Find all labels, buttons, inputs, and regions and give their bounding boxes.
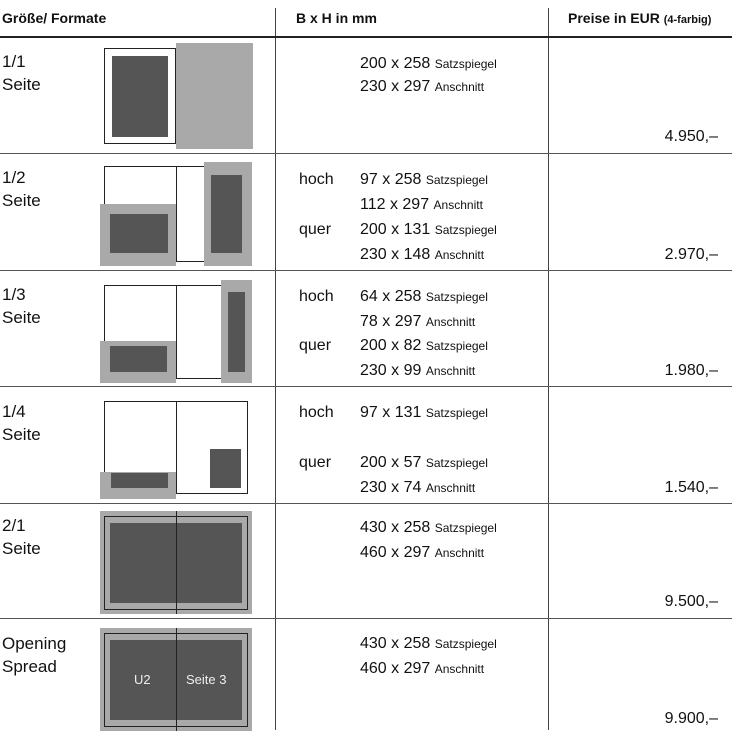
format-size-label: 1/3 Seite (2, 285, 41, 327)
dimension-line: 97 x 258 Satzspiegel (360, 171, 488, 188)
row-rule (0, 386, 732, 387)
dimension-line: 200 x 131 Satzspiegel (360, 221, 497, 238)
dimension-line: 78 x 297 Anschnitt (360, 313, 476, 330)
row-rule (0, 270, 732, 271)
row-rule (0, 618, 732, 619)
dimension-line: 112 x 297 Anschnitt (360, 196, 483, 213)
dimension-line: 200 x 57 Satzspiegel (360, 454, 488, 471)
format-diagram-half-page (100, 162, 252, 266)
format-diagram-third-page (100, 280, 252, 383)
spread-label-seite3: Seite 3 (186, 672, 227, 687)
header-prices: Preise in EUR (4-farbig) (568, 0, 711, 37)
format-diagram-double-page (100, 511, 252, 614)
row-rule (0, 153, 732, 154)
price-value: 9.500,– (664, 593, 718, 610)
format-diagram-opening-spread: U2 Seite 3 (100, 628, 252, 731)
dimension-line: 460 x 297 Anschnitt (360, 660, 485, 677)
dimension-line: 430 x 258 Satzspiegel (360, 635, 497, 652)
dimension-line: 230 x 148 Anschnitt (360, 246, 485, 263)
format-size-label: Opening Spread (2, 634, 67, 676)
orientation-hoch: hoch (299, 404, 334, 421)
price-value: 1.980,– (664, 362, 718, 379)
orientation-hoch: hoch (299, 288, 334, 305)
dimension-line: 200 x 258 Satzspiegel (360, 55, 497, 72)
header-dimensions: B x H in mm (296, 10, 377, 26)
header-prices-label: Preise in EUR (568, 10, 660, 26)
orientation-quer: quer (299, 221, 332, 238)
dimension-line: 97 x 131 Satzspiegel (360, 404, 488, 421)
dimension-line: 230 x 297 Anschnitt (360, 78, 485, 95)
format-size-label: 1/4 Seite (2, 402, 41, 444)
price-value: 4.950,– (664, 128, 718, 145)
dimension-line: 430 x 258 Satzspiegel (360, 519, 497, 536)
price-value: 9.900,– (664, 710, 718, 727)
orientation-quer: quer (299, 454, 332, 471)
header-prices-note: (4-farbig) (663, 14, 712, 26)
format-diagram-quarter-page (100, 397, 252, 499)
format-diagram-full-page (101, 43, 253, 149)
spread-label-u2: U2 (134, 672, 151, 687)
orientation-quer: quer (299, 337, 332, 354)
column-divider-1 (275, 8, 276, 730)
dimension-line: 230 x 74 Anschnitt (360, 479, 476, 496)
row-rule (0, 503, 732, 504)
price-value: 2.970,– (664, 246, 718, 263)
header-formats: Größe/ Formate (2, 10, 107, 26)
price-value: 1.540,– (664, 479, 718, 496)
orientation-hoch: hoch (299, 171, 334, 188)
column-divider-2 (548, 8, 549, 730)
format-size-label: 1/1 Seite (2, 52, 41, 94)
dimension-line: 200 x 82 Satzspiegel (360, 337, 488, 354)
dimension-line: 460 x 297 Anschnitt (360, 544, 485, 561)
format-size-label: 1/2 Seite (2, 168, 41, 210)
dimension-line: 230 x 99 Anschnitt (360, 362, 476, 379)
format-size-label: 2/1 Seite (2, 516, 41, 558)
dimension-line: 64 x 258 Satzspiegel (360, 288, 488, 305)
header-rule (0, 36, 732, 38)
